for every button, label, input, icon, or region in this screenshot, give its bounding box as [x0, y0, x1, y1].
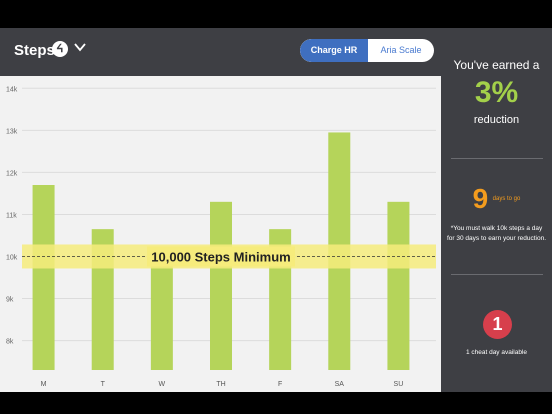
page-title: Steps	[14, 42, 55, 59]
y-tick-label: 14k	[6, 86, 18, 93]
x-tick-label: TH	[216, 381, 225, 388]
chevron-down-icon[interactable]	[73, 40, 87, 54]
y-tick-label: 11k	[6, 212, 17, 219]
divider	[451, 158, 543, 159]
device-toggle: Charge HR Aria Scale	[300, 39, 434, 62]
steps-chart: 8k 9k 10k 11k 12k 13k 14k M T W TH F SA SU 10,000 Step…	[0, 76, 441, 392]
divider	[451, 274, 543, 275]
header: Steps ᔦ Charge HR Aria Scale	[0, 28, 441, 76]
y-tick-label: 9k	[6, 297, 14, 304]
fitbit-icon: ᔦ	[52, 41, 68, 57]
days-label: days to go	[492, 196, 521, 202]
minimum-label: 10,000 Steps Minimum	[151, 249, 290, 264]
reduction-panel: You've earned a 3% reduction 9 days to g…	[441, 28, 552, 392]
bar	[150, 248, 173, 370]
bar	[210, 201, 232, 370]
earned-subtitle: reduction	[473, 114, 520, 126]
y-tick-label: 13k	[6, 128, 18, 135]
charge-hr-tab[interactable]: Charge HR	[300, 39, 368, 62]
aria-scale-tab[interactable]: Aria Scale	[380, 45, 422, 55]
earned-text: You've earned a	[453, 58, 540, 72]
days-to-go: 9 days to go	[441, 183, 552, 215]
x-tick-label: M	[41, 381, 47, 388]
x-tick-label: T	[101, 381, 106, 388]
x-tick-label: SA	[335, 381, 345, 388]
y-tick-label: 12k	[6, 170, 18, 177]
x-tick-label: SU	[394, 381, 404, 388]
days-number: 9	[472, 183, 489, 214]
steps-chart-svg: 8k 9k 10k 11k 12k 13k 14k M T W TH F SA SU 10,000 Step…	[6, 86, 436, 388]
y-tick-label: 10k	[6, 254, 18, 261]
x-tick-label: F	[278, 381, 282, 388]
requirement-note: *You must walk 10k steps a day for 30 da…	[447, 225, 547, 242]
y-tick-label: 8k	[6, 339, 14, 346]
bar	[387, 201, 410, 370]
earned-value: 3%	[474, 76, 519, 109]
cheat-day-badge[interactable]: 1	[483, 310, 512, 339]
minimum-label-bg	[147, 246, 295, 267]
bar	[32, 185, 55, 370]
x-tick-label: W	[159, 381, 166, 388]
cheat-day-text: 1 cheat day available	[465, 349, 528, 356]
app-screen: Steps ᔦ Charge HR Aria Scale 8k 9k 10k 11k 1…	[0, 28, 552, 392]
